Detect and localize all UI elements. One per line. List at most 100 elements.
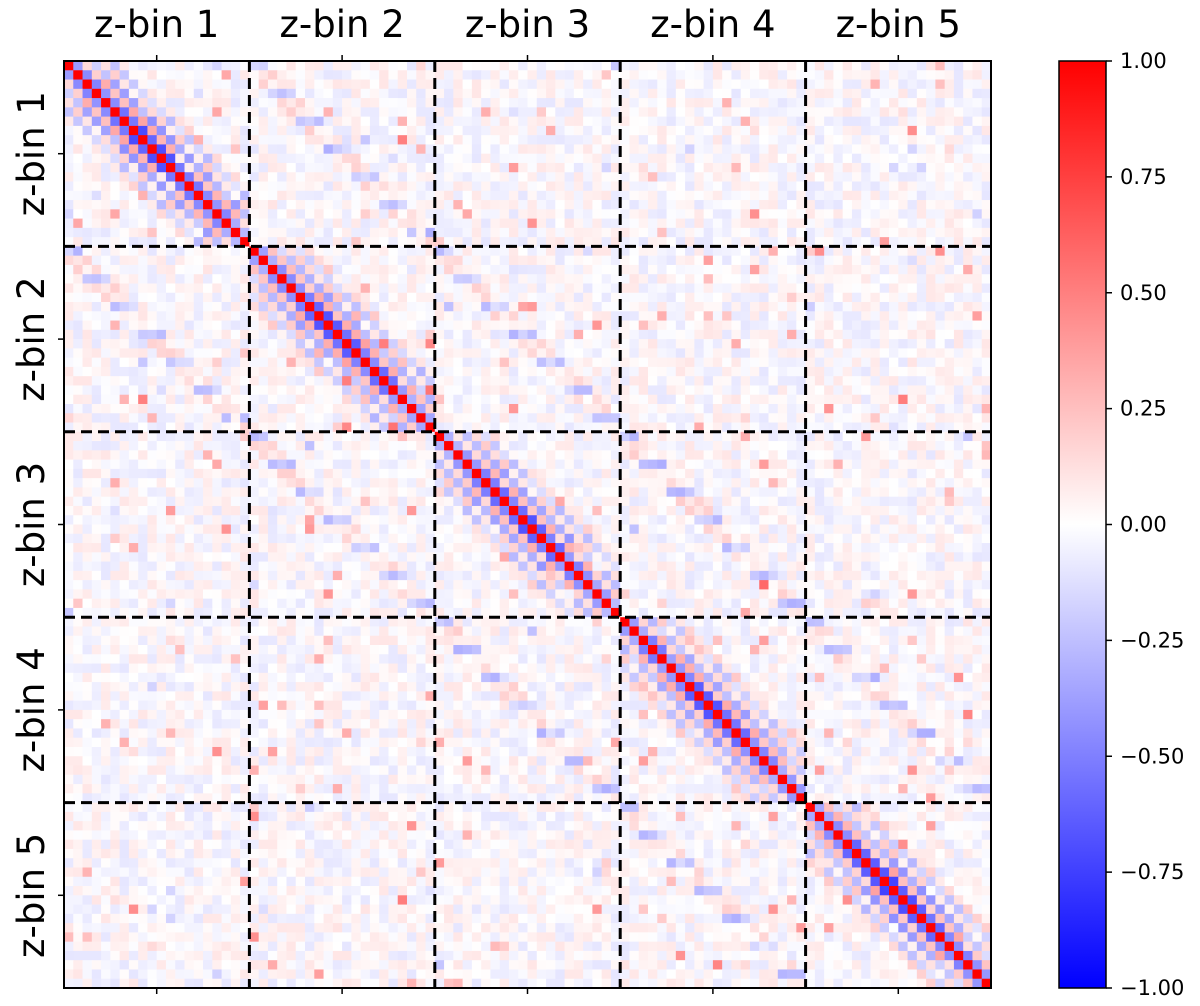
- heatmap-cell: [360, 320, 371, 331]
- heatmap-cell: [749, 107, 760, 118]
- heatmap-cell: [453, 88, 464, 99]
- heatmap-cell: [184, 292, 195, 303]
- heatmap-cell: [749, 162, 760, 173]
- heatmap-cell: [295, 162, 306, 173]
- heatmap-cell: [416, 218, 426, 229]
- heatmap-cell: [156, 329, 167, 340]
- heatmap-cell: [749, 515, 760, 525]
- heatmap-cell: [583, 190, 593, 201]
- heatmap-cell: [342, 311, 352, 321]
- heatmap-cell: [323, 172, 334, 182]
- heatmap-cell: [712, 403, 723, 414]
- heatmap-cell: [916, 459, 927, 470]
- heatmap-cell: [286, 218, 297, 229]
- heatmap-cell: [128, 255, 139, 266]
- heatmap-cell: [388, 459, 399, 470]
- heatmap-cell: [434, 70, 445, 80]
- heatmap-cell: [110, 153, 121, 164]
- heatmap-cell: [694, 431, 705, 442]
- heatmap-cell: [397, 190, 408, 201]
- heatmap-cell: [110, 376, 121, 386]
- heatmap-cell: [342, 116, 352, 127]
- heatmap-cell: [907, 135, 918, 145]
- heatmap-cell: [230, 88, 241, 99]
- heatmap-cell: [462, 487, 473, 498]
- heatmap-cell: [342, 339, 352, 349]
- heatmap-cell: [388, 348, 399, 359]
- heatmap-cell: [147, 218, 158, 229]
- heatmap-cell: [342, 218, 352, 229]
- heatmap-cell: [305, 70, 315, 80]
- heatmap-cell: [240, 116, 250, 127]
- heatmap-cell: [972, 376, 983, 386]
- heatmap-cell: [258, 98, 269, 108]
- heatmap-cell: [101, 450, 111, 461]
- heatmap-cell: [740, 515, 751, 525]
- heatmap-cell: [82, 505, 93, 516]
- heatmap-cell: [657, 450, 667, 461]
- heatmap-cell: [434, 329, 445, 340]
- heatmap-cell: [305, 98, 315, 108]
- heatmap-cell: [555, 413, 565, 423]
- heatmap-cell: [916, 125, 927, 136]
- heatmap-cell: [518, 422, 528, 433]
- heatmap-cell: [425, 190, 436, 201]
- heatmap-cell: [193, 125, 204, 136]
- heatmap-cell: [731, 264, 742, 275]
- heatmap-cell: [499, 441, 510, 451]
- heatmap-cell: [203, 246, 213, 257]
- heatmap-cell: [731, 98, 742, 108]
- heatmap-cell: [82, 79, 93, 90]
- heatmap-cell: [295, 255, 306, 266]
- heatmap-cell: [323, 227, 334, 238]
- heatmap-cell: [731, 79, 742, 90]
- heatmap-cell: [518, 283, 528, 294]
- heatmap-cell: [101, 302, 111, 312]
- heatmap-cell: [453, 255, 464, 266]
- heatmap-cell: [833, 144, 844, 155]
- heatmap-cell: [425, 302, 436, 312]
- heatmap-cell: [397, 116, 408, 127]
- heatmap-cell: [184, 403, 195, 414]
- heatmap-cell: [777, 61, 788, 71]
- heatmap-cell: [768, 413, 779, 423]
- heatmap-cell: [342, 403, 352, 414]
- heatmap-cell: [230, 459, 241, 470]
- heatmap-cell: [592, 144, 603, 155]
- heatmap-cell: [471, 274, 482, 284]
- heatmap-cell: [666, 172, 677, 182]
- heatmap-cell: [230, 153, 241, 164]
- heatmap-cell: [963, 70, 973, 80]
- heatmap-cell: [648, 135, 658, 145]
- heatmap-cell: [360, 403, 371, 414]
- heatmap-cell: [629, 107, 640, 118]
- heatmap-cell: [926, 209, 936, 219]
- heatmap-cell: [620, 125, 630, 136]
- heatmap-cell: [740, 376, 751, 386]
- heatmap-cell: [787, 190, 797, 201]
- heatmap-cell: [434, 450, 445, 461]
- heatmap-cell: [156, 413, 167, 423]
- heatmap-cell: [286, 478, 297, 488]
- heatmap-cell: [138, 385, 148, 396]
- heatmap-cell: [740, 61, 751, 71]
- heatmap-cell: [165, 422, 176, 433]
- heatmap-cell: [91, 218, 102, 229]
- heatmap-cell: [648, 515, 658, 525]
- heatmap-cell: [759, 394, 769, 405]
- heatmap-cell: [879, 441, 890, 451]
- heatmap-cell: [648, 459, 658, 470]
- heatmap-cell: [230, 227, 241, 238]
- heatmap-cell: [564, 394, 575, 405]
- heatmap-cell: [805, 505, 816, 516]
- heatmap-cell: [703, 200, 714, 210]
- heatmap-cell: [156, 505, 167, 516]
- heatmap-cell: [351, 190, 362, 201]
- heatmap-cell: [128, 441, 139, 451]
- heatmap-cell: [981, 246, 992, 257]
- heatmap-cell: [295, 98, 306, 108]
- heatmap-cell: [128, 357, 139, 368]
- heatmap-cell: [323, 181, 334, 192]
- heatmap-cell: [175, 422, 185, 433]
- heatmap-cell: [249, 339, 260, 349]
